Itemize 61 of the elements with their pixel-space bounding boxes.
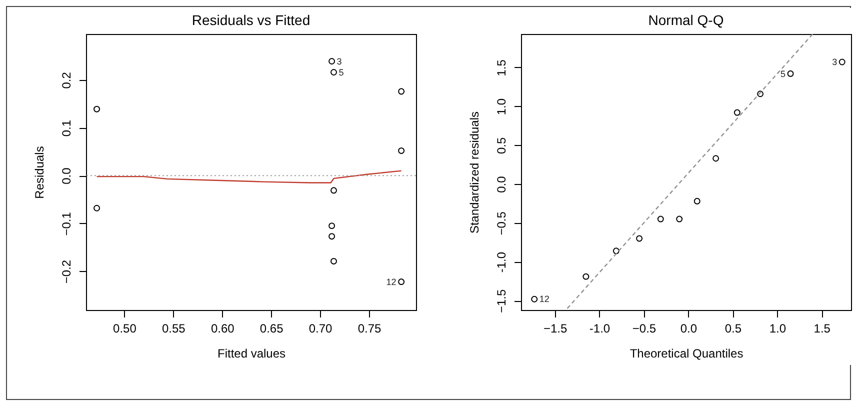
point — [612, 248, 620, 254]
x-tick-label: −0.5 — [632, 322, 656, 336]
x-tick-label: 0.65 — [260, 322, 284, 336]
point — [328, 233, 336, 240]
point — [657, 216, 664, 222]
y-tick-label: 0.0 — [494, 176, 508, 193]
point — [330, 69, 337, 76]
point — [694, 198, 700, 204]
y-tick-label: 1.5 — [494, 59, 508, 76]
x-tick-label: -1.0 — [589, 322, 610, 336]
point — [734, 109, 740, 116]
point — [582, 273, 590, 280]
y-axis-title: Residuals — [32, 146, 46, 199]
x-axis-title: Fitted values — [217, 346, 286, 360]
point — [330, 258, 337, 264]
annotation: 3 — [336, 56, 342, 66]
x-tick-label: 0.55 — [162, 322, 186, 336]
x-axis-title: Theoretical Quantiles — [630, 346, 744, 360]
y-axis-title: Standardized residuals — [468, 111, 482, 234]
y-tick-label: −0.2 — [60, 260, 74, 284]
point — [94, 106, 100, 112]
point — [398, 278, 405, 286]
x-tick-label: 0.75 — [358, 322, 382, 336]
point — [330, 187, 337, 194]
point — [636, 235, 643, 242]
y-tick-label: -1.0 — [494, 252, 508, 273]
annotation: 3 — [832, 56, 838, 67]
y-tick-label: 1.0 — [494, 98, 508, 116]
x-tick-label: −1.5 — [543, 322, 568, 336]
y-tick-label: −0.5 — [494, 211, 508, 236]
point — [398, 147, 405, 154]
point — [757, 90, 764, 98]
point — [531, 296, 538, 302]
x-tick-label: 0.50 — [113, 322, 137, 336]
point — [328, 222, 336, 230]
point — [94, 204, 100, 212]
annotation: 12 — [539, 294, 550, 304]
x-tick-label: 1.0 — [769, 322, 786, 336]
point — [676, 216, 683, 222]
x-tick-label: 0.70 — [308, 322, 333, 336]
point — [398, 88, 405, 95]
annotation: 5 — [780, 68, 786, 79]
y-tick-label: 0.1 — [60, 120, 74, 137]
y-tick-label: 0.5 — [494, 137, 508, 154]
chart-title: Residuals vs Fitted — [192, 12, 310, 28]
annotation: 5 — [338, 67, 344, 78]
y-tick-label: −0.1 — [60, 212, 74, 236]
x-tick-label: 1.5 — [814, 322, 831, 336]
y-tick-label: 0.2 — [60, 72, 74, 89]
x-tick-label: 0.60 — [210, 322, 235, 336]
chart-title: Normal Q-Q — [648, 12, 724, 28]
line-series — [96, 170, 402, 184]
point — [712, 155, 720, 162]
x-tick-label: 0.5 — [724, 322, 742, 336]
point — [838, 58, 846, 66]
point — [328, 58, 336, 64]
x-tick-label: 0.0 — [680, 322, 698, 336]
y-tick-label: −1.5 — [494, 289, 508, 314]
annotation: 12 — [386, 276, 396, 287]
point — [787, 70, 794, 77]
y-tick-label: 0.0 — [60, 167, 74, 184]
